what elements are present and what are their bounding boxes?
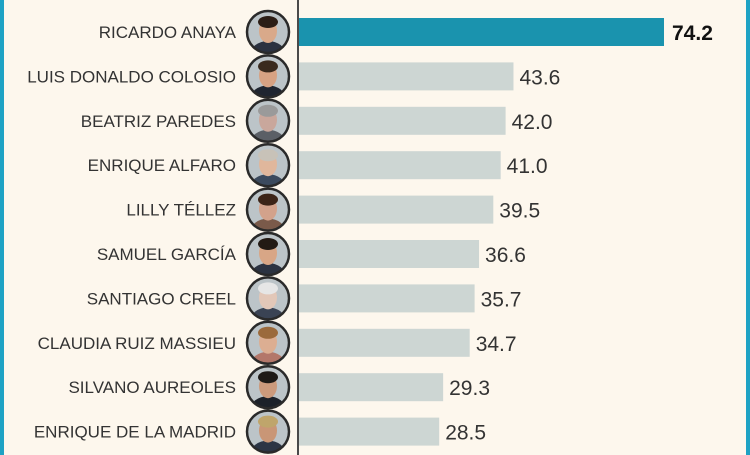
value-label: 28.5	[445, 422, 486, 445]
portrait-photo-icon	[245, 231, 291, 277]
value-label: 41.0	[507, 155, 548, 178]
category-label: SAMUEL GARCÍA	[97, 245, 237, 264]
chart-axis-line	[297, 0, 299, 455]
bar	[299, 328, 470, 357]
category-label: ENRIQUE DE LA MADRID	[34, 423, 236, 442]
portrait-photo-icon	[245, 364, 291, 410]
right-frame-border	[746, 0, 750, 455]
bar	[299, 240, 480, 268]
portrait-photo-icon	[245, 409, 291, 454]
bar	[299, 195, 494, 224]
value-label: 39.5	[499, 200, 540, 223]
value-label: 29.3	[449, 377, 490, 400]
bar	[299, 417, 440, 446]
value-label: 74.2	[672, 22, 713, 45]
value-label: 34.7	[476, 333, 517, 356]
left-frame-border	[0, 0, 4, 455]
bar	[299, 284, 475, 313]
portrait-photo-icon	[245, 320, 291, 366]
category-label: LILLY TÉLLEZ	[126, 201, 236, 220]
category-label: BEATRIZ PAREDES	[81, 112, 236, 131]
value-label: 43.6	[519, 66, 560, 89]
category-label: ENRIQUE ALFARO	[88, 156, 236, 175]
value-label: 42.0	[512, 111, 553, 134]
portrait-photo-icon	[245, 98, 291, 144]
bar	[299, 18, 664, 46]
category-label: RICARDO ANAYA	[99, 23, 237, 42]
bar	[299, 373, 444, 402]
bar	[299, 62, 514, 91]
bar	[299, 106, 506, 135]
category-label: SILVANO AUREOLES	[68, 378, 236, 397]
category-label: CLAUDIA RUIZ MASSIEU	[38, 334, 236, 353]
portrait-photo-icon	[245, 54, 291, 99]
category-label: SANTIAGO CREEL	[87, 289, 236, 308]
portrait-photo-icon	[245, 9, 291, 55]
value-label: 35.7	[481, 288, 522, 311]
bar	[299, 151, 501, 180]
portrait-photo-icon	[245, 142, 291, 188]
value-label: 36.6	[485, 244, 526, 267]
category-label: LUIS DONALDO COLOSIO	[27, 67, 236, 86]
portrait-photo-icon	[245, 187, 291, 232]
portrait-photo-icon	[245, 276, 291, 321]
